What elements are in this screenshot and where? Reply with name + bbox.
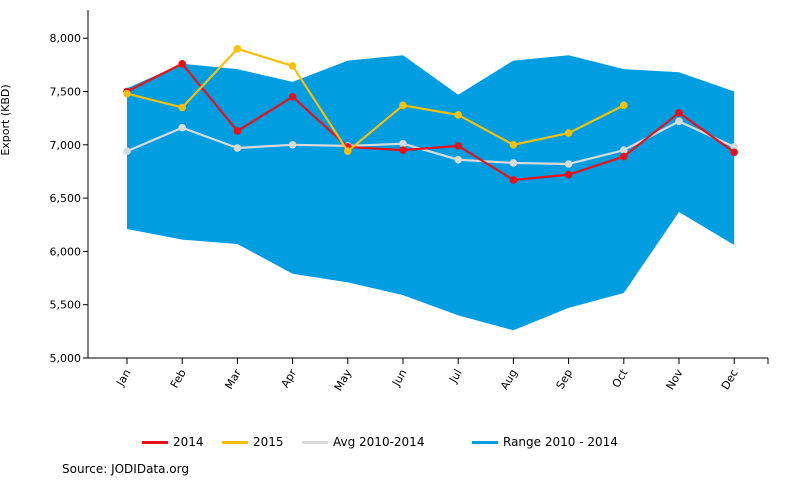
- data-point-2015: [454, 111, 463, 119]
- data-point-avg-2010-2014: [620, 146, 628, 154]
- data-point-2015: [509, 141, 518, 149]
- legend-item-2015: 2015: [222, 432, 284, 452]
- source-note: Source: JODIData.org: [62, 462, 189, 476]
- y-tick-label: 6,000: [50, 245, 82, 258]
- data-point-2014: [178, 59, 186, 68]
- legend-label-avg: Avg 2010-2014: [333, 435, 425, 449]
- data-point-avg-2010-2014: [233, 144, 242, 152]
- series-line-2015: [126, 47, 625, 153]
- data-point-2014: [288, 93, 297, 101]
- data-point-2015: [178, 103, 186, 112]
- x-tick-label: May: [332, 367, 355, 394]
- data-point-2015: [399, 101, 407, 110]
- data-point-2014: [509, 176, 518, 184]
- data-point-2015: [564, 129, 573, 137]
- y-tick-label: 5,000: [50, 352, 82, 365]
- y-tick-label: 7,500: [50, 86, 82, 99]
- data-point-2014: [620, 152, 628, 161]
- x-tick-label: Apr: [278, 367, 299, 390]
- x-tick-label: Aug: [498, 367, 520, 392]
- legend-swatch-range: [472, 440, 498, 444]
- y-tick-label: 7,000: [50, 139, 82, 152]
- data-point-2014: [233, 127, 242, 135]
- data-point-2015: [344, 147, 352, 155]
- chart-legend: 2014 2015 Avg 2010-2014 Range 2010 - 201…: [0, 432, 800, 452]
- y-axis-title: Export (KBD): [0, 84, 12, 155]
- data-point-avg-2010-2014: [509, 159, 518, 167]
- series-line-avg-2010-2014: [126, 120, 735, 166]
- legend-swatch-avg: [302, 440, 328, 444]
- data-point-2014: [564, 170, 573, 179]
- legend-item-range: Range 2010 - 2014: [472, 432, 618, 452]
- data-point-2015: [288, 62, 297, 70]
- x-tick-label: Oct: [610, 366, 631, 390]
- x-tick-label: Dec: [719, 367, 741, 392]
- series-line-2014: [126, 62, 735, 182]
- x-tick-label: Jun: [389, 367, 409, 389]
- data-point-2014: [399, 146, 407, 154]
- data-point-avg-2010-2014: [123, 147, 131, 155]
- y-tick-label: 5,500: [50, 299, 82, 312]
- range-band-area: [127, 55, 735, 331]
- chart-plot: 5,000 5,500 6,000 6,500 7,000 7,500 8,000 Jan Fe…: [0, 10, 769, 394]
- data-point-2015: [123, 89, 131, 98]
- legend-swatch-2015: [222, 440, 248, 444]
- legend-item-avg: Avg 2010-2014: [302, 432, 424, 452]
- legend-label-2014: 2014: [173, 435, 204, 449]
- data-point-avg-2010-2014: [454, 155, 463, 164]
- x-tick-label: Jul: [446, 367, 464, 386]
- data-point-2015: [620, 101, 628, 110]
- data-point-avg-2010-2014: [288, 141, 297, 149]
- data-point-2015: [233, 45, 242, 53]
- data-point-2014: [454, 142, 463, 150]
- x-tick-label: Jan: [113, 367, 133, 389]
- x-tick-label: Feb: [168, 367, 189, 390]
- legend-swatch-2014: [142, 440, 168, 444]
- data-point-avg-2010-2014: [399, 139, 407, 148]
- data-point-avg-2010-2014: [564, 160, 573, 168]
- data-point-avg-2010-2014: [178, 123, 186, 132]
- data-point-avg-2010-2014: [675, 117, 683, 126]
- legend-label-range: Range 2010 - 2014: [503, 435, 618, 449]
- y-tick-label: 8,000: [50, 32, 82, 45]
- x-tick-label: Mar: [222, 367, 244, 392]
- x-tick-label: Sep: [554, 367, 576, 391]
- x-tick-label: Nov: [664, 367, 686, 393]
- data-point-2014: [675, 109, 683, 117]
- y-tick-label: 6,500: [50, 192, 82, 205]
- legend-item-2014: 2014: [142, 432, 204, 452]
- legend-label-2015: 2015: [253, 435, 284, 449]
- data-point-2014: [730, 148, 738, 157]
- data-point-avg-2010-2014: [730, 143, 738, 151]
